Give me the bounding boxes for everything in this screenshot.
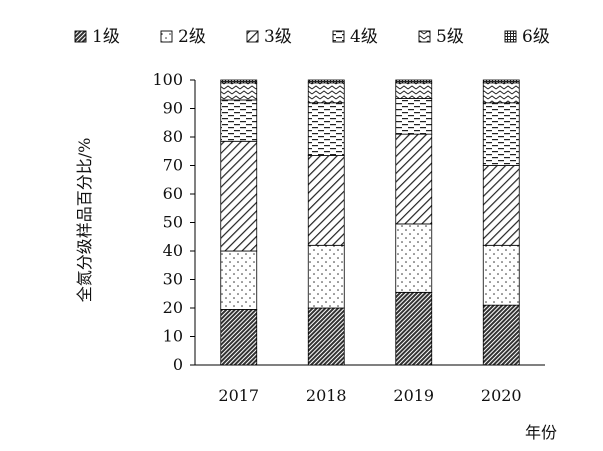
bar-segment-2020-4级 [482, 102, 520, 166]
bar-segment-2019-1级 [395, 291, 433, 366]
legend-label: 4级 [350, 27, 378, 47]
legend-label: 2级 [178, 27, 206, 47]
y-tick-label: 100 [152, 70, 183, 89]
bar-segment-2018-5级 [307, 82, 345, 104]
bar-segment-2017-6级 [220, 79, 258, 84]
bar-segment-2017-4级 [220, 99, 258, 142]
x-tick-label: 2020 [481, 386, 522, 405]
bar-segment-2017-3级 [220, 140, 258, 252]
bar-segment-2018-4级 [307, 102, 345, 156]
legend-swatch [160, 30, 173, 43]
bar-segment-2018-3级 [307, 155, 345, 246]
bar-segment-2019-6级 [395, 79, 433, 84]
x-tick-label: 2019 [393, 386, 434, 405]
legend-swatch [74, 30, 87, 43]
bar-segment-2018-2级 [307, 244, 345, 309]
bar-segment-2020-2级 [482, 244, 520, 306]
bar-segment-2018-6级 [307, 79, 345, 84]
legend-label: 3级 [264, 27, 292, 47]
bars [220, 79, 520, 366]
y-axis-title: 全氮分级样品百分比/% [75, 138, 94, 303]
legend-item-4级: 4级 [332, 27, 378, 47]
y-tick-label: 90 [163, 99, 183, 118]
y-tick-label: 40 [163, 241, 183, 260]
y-axis [190, 79, 196, 366]
x-tick-label: 2018 [306, 386, 347, 405]
legend-label: 5级 [436, 27, 464, 47]
legend-swatch [504, 30, 517, 43]
legend-label: 1级 [92, 27, 120, 47]
y-tick-label: 80 [163, 127, 183, 146]
y-tick-label: 0 [173, 355, 183, 374]
legend-item-6级: 6级 [504, 27, 550, 47]
y-tick-label: 10 [163, 327, 183, 346]
y-tick-label: 30 [163, 270, 183, 289]
y-tick-label: 20 [163, 298, 183, 317]
legend-swatch [332, 30, 345, 43]
bar-segment-2020-1级 [482, 304, 520, 366]
legend-swatch [246, 30, 259, 43]
y-tick-label: 50 [163, 213, 183, 232]
legend: 1级 2级 3级 4级 5级 6级 [74, 27, 550, 47]
bar-segment-2020-6级 [482, 79, 520, 84]
bar-segment-2020-5级 [482, 82, 520, 104]
bar-segment-2019-5级 [395, 82, 433, 99]
legend-item-5级: 5级 [418, 27, 464, 47]
legend-item-1级: 1级 [74, 27, 120, 47]
y-tick-label: 60 [163, 184, 183, 203]
bar-segment-2019-3级 [395, 133, 433, 225]
legend-item-2级: 2级 [160, 27, 206, 47]
x-tick-labels: 2017 2018 2019 2020 [218, 386, 521, 405]
legend-swatch [418, 30, 431, 43]
x-tick-label: 2017 [218, 386, 259, 405]
bar-segment-2019-2级 [395, 223, 433, 293]
legend-item-3级: 3级 [246, 27, 292, 47]
y-tick-labels: 0 10 20 30 40 50 60 70 80 90 100 [152, 70, 183, 374]
bar-segment-2018-1级 [307, 307, 345, 366]
x-axis-title: 年份 [525, 423, 557, 442]
bar-segment-2017-2级 [220, 250, 258, 310]
y-tick-label: 70 [163, 156, 183, 175]
bar-segment-2019-4级 [395, 98, 433, 135]
bar-segment-2017-5级 [220, 82, 258, 101]
bar-segment-2020-3级 [482, 165, 520, 246]
bar-segment-2017-1级 [220, 309, 258, 366]
legend-label: 6级 [522, 27, 550, 47]
